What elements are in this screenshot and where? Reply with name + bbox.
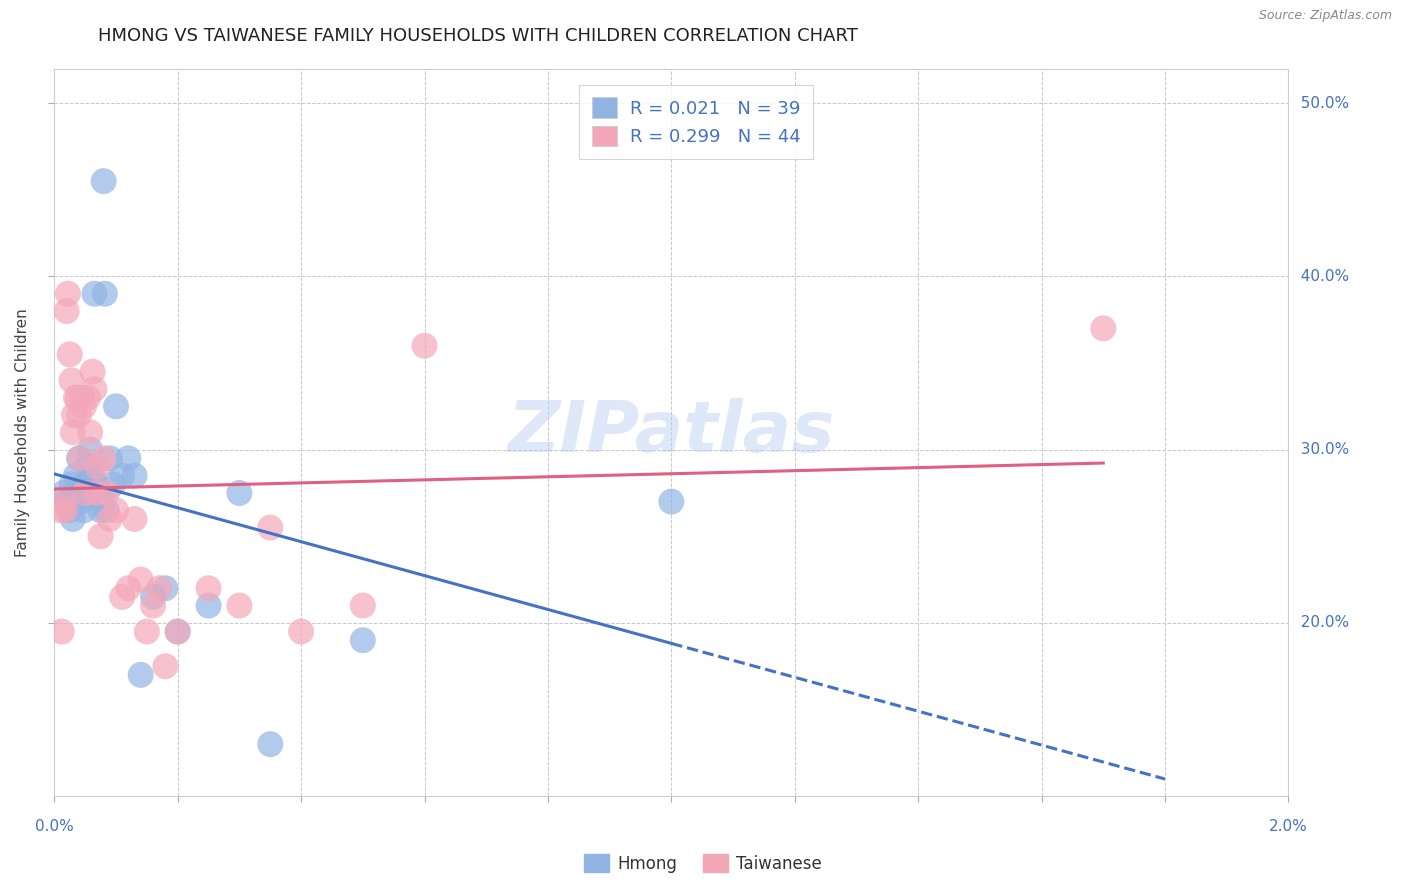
Point [69, 486, 91, 500]
Point [124, 468, 146, 483]
Point [148, 581, 170, 595]
Point [82, 468, 104, 483]
Point [352, 633, 374, 648]
Point [62, 425, 84, 440]
Point [86, 486, 108, 500]
Point [96, 503, 118, 517]
Point [75, 486, 97, 500]
Point [142, 590, 165, 604]
Point [96, 486, 118, 500]
Text: Source: ZipAtlas.com: Source: ZipAtlas.com [1258, 9, 1392, 22]
Point [59, 503, 82, 517]
Point [79, 442, 101, 457]
Point [155, 659, 177, 673]
Point [98, 512, 121, 526]
Point [124, 512, 146, 526]
Point [63, 408, 86, 422]
Point [49, 503, 72, 517]
Point [70, 391, 93, 405]
Point [77, 460, 100, 475]
Point [69, 451, 91, 466]
Point [135, 624, 157, 639]
Point [63, 486, 86, 500]
Point [67, 408, 90, 422]
Point [129, 668, 152, 682]
Point [83, 286, 105, 301]
Point [93, 451, 115, 466]
Point [93, 174, 115, 188]
Legend: Hmong, Taiwanese: Hmong, Taiwanese [578, 847, 828, 880]
Point [51, 624, 73, 639]
Point [117, 451, 139, 466]
Point [65, 391, 87, 405]
Point [75, 477, 97, 491]
Point [111, 590, 134, 604]
Point [73, 400, 96, 414]
Point [117, 581, 139, 595]
Point [55, 304, 77, 318]
Y-axis label: Family Households with Children: Family Households with Children [15, 308, 30, 557]
Point [52, 486, 75, 500]
Point [166, 624, 188, 639]
Point [98, 451, 121, 466]
Point [60, 477, 83, 491]
Point [84, 486, 107, 500]
Point [67, 451, 90, 466]
Text: 50.0%: 50.0% [1291, 95, 1348, 111]
Point [166, 624, 188, 639]
Text: 2.0%: 2.0% [1270, 819, 1308, 834]
Point [52, 494, 75, 508]
Point [91, 494, 114, 508]
Point [70, 494, 93, 508]
Point [83, 382, 105, 396]
Point [352, 599, 374, 613]
Point [82, 365, 104, 379]
Point [228, 486, 250, 500]
Point [111, 468, 134, 483]
Point [259, 737, 281, 751]
Point [105, 400, 128, 414]
Text: 0.0%: 0.0% [35, 819, 73, 834]
Point [77, 391, 100, 405]
Legend: R = 0.021   N = 39, R = 0.299   N = 44: R = 0.021 N = 39, R = 0.299 N = 44 [579, 85, 813, 159]
Point [65, 468, 87, 483]
Point [129, 573, 152, 587]
Text: 40.0%: 40.0% [1291, 268, 1348, 284]
Text: 20.0%: 20.0% [1291, 615, 1348, 631]
Point [155, 581, 177, 595]
Point [66, 391, 89, 405]
Point [197, 599, 219, 613]
Point [86, 460, 108, 475]
Point [659, 494, 682, 508]
Point [73, 503, 96, 517]
Point [90, 529, 112, 543]
Text: ZIPatlas: ZIPatlas [508, 398, 835, 467]
Point [105, 503, 128, 517]
Point [228, 599, 250, 613]
Point [94, 286, 117, 301]
Point [101, 477, 124, 491]
Point [259, 520, 281, 534]
Point [62, 512, 84, 526]
Point [84, 477, 107, 491]
Point [1092, 321, 1115, 335]
Point [55, 494, 77, 508]
Point [413, 339, 436, 353]
Point [56, 286, 79, 301]
Text: 30.0%: 30.0% [1291, 442, 1350, 458]
Point [90, 503, 112, 517]
Point [55, 503, 77, 517]
Point [142, 599, 165, 613]
Point [66, 494, 89, 508]
Point [290, 624, 312, 639]
Point [79, 425, 101, 440]
Text: HMONG VS TAIWANESE FAMILY HOUSEHOLDS WITH CHILDREN CORRELATION CHART: HMONG VS TAIWANESE FAMILY HOUSEHOLDS WIT… [98, 27, 858, 45]
Point [197, 581, 219, 595]
Point [59, 347, 82, 361]
Point [60, 373, 83, 387]
